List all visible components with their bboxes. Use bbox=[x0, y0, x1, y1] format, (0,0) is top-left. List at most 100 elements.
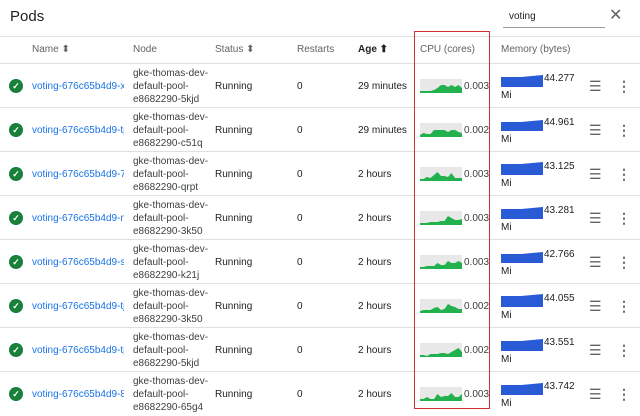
cpu-value: 0.003 bbox=[464, 256, 490, 268]
pod-age: 2 hours bbox=[358, 388, 392, 400]
table-row: ✓ voting-676c65b4d9-tj6 gke-thomas-dev-d… bbox=[0, 283, 640, 327]
pod-name-link[interactable]: voting-676c65b4d9-tj6 bbox=[32, 300, 124, 312]
close-icon[interactable]: ✕ bbox=[609, 7, 623, 24]
cpu-cell: 0.003 bbox=[420, 372, 489, 416]
restarts-count: 0 bbox=[297, 256, 303, 268]
memory-unit: Mi bbox=[501, 178, 512, 189]
memory-sparkline bbox=[501, 383, 543, 395]
cpu-sparkline bbox=[420, 167, 462, 181]
cpu-sparkline bbox=[420, 343, 462, 357]
memory-value: 44.055 bbox=[544, 293, 575, 304]
restarts-count: 0 bbox=[297, 388, 303, 400]
table-row: ✓ voting-676c65b4d9-tpr gke-thomas-dev-d… bbox=[0, 107, 640, 151]
memory-value: 42.766 bbox=[544, 249, 575, 260]
cpu-value: 0.003 bbox=[464, 388, 490, 400]
memory-sparkline bbox=[501, 75, 543, 87]
cpu-cell: 0.003 bbox=[420, 240, 489, 284]
memory-unit: Mi bbox=[501, 310, 512, 321]
column-header-name[interactable]: Name ⬍ bbox=[32, 44, 70, 55]
column-header-cpu: CPU (cores) bbox=[420, 44, 476, 55]
logs-icon[interactable]: ☰ bbox=[589, 385, 602, 402]
pod-age: 29 minutes bbox=[358, 124, 407, 136]
pod-age: 29 minutes bbox=[358, 80, 407, 92]
more-vert-icon[interactable]: ⋮ bbox=[617, 253, 631, 270]
pod-name-link[interactable]: voting-676c65b4d9-8f bbox=[32, 388, 124, 400]
memory-cell: 44.055 Mi bbox=[501, 284, 581, 328]
pod-status: Running bbox=[215, 168, 253, 180]
more-vert-icon[interactable]: ⋮ bbox=[617, 385, 631, 402]
pod-status: Running bbox=[215, 80, 253, 92]
restarts-count: 0 bbox=[297, 168, 303, 180]
memory-unit: Mi bbox=[501, 222, 512, 233]
column-header-status[interactable]: Status ⬍ bbox=[215, 44, 255, 55]
memory-sparkline bbox=[501, 120, 543, 131]
memory-sparkline bbox=[501, 294, 543, 307]
column-header-node: Node bbox=[133, 44, 157, 55]
more-vert-icon[interactable]: ⋮ bbox=[617, 165, 631, 182]
cpu-value: 0.003 bbox=[464, 168, 490, 180]
search-input[interactable] bbox=[503, 6, 605, 28]
memory-cell: 43.125 Mi bbox=[501, 152, 581, 196]
node-name: gke-thomas-dev-default-pool-e8682290-5kj… bbox=[133, 67, 209, 105]
memory-unit: Mi bbox=[501, 398, 512, 409]
logs-icon[interactable]: ☰ bbox=[589, 253, 602, 270]
status-ok-icon: ✓ bbox=[9, 372, 23, 416]
node-name: gke-thomas-dev-default-pool-e8682290-65g… bbox=[133, 375, 209, 413]
memory-cell: 43.551 Mi bbox=[501, 328, 581, 372]
cpu-value: 0.002 bbox=[464, 344, 490, 356]
status-ok-icon: ✓ bbox=[9, 64, 23, 108]
table-row: ✓ voting-676c65b4d9-nv gke-thomas-dev-de… bbox=[0, 195, 640, 239]
more-vert-icon[interactable]: ⋮ bbox=[617, 341, 631, 358]
pod-name-link[interactable]: voting-676c65b4d9-srl bbox=[32, 256, 124, 268]
node-name: gke-thomas-dev-default-pool-e8682290-3k5… bbox=[133, 199, 209, 237]
pod-age: 2 hours bbox=[358, 300, 392, 312]
pod-name-link[interactable]: voting-676c65b4d9-tpj bbox=[32, 344, 124, 356]
memory-value: 43.125 bbox=[544, 161, 575, 172]
node-name: gke-thomas-dev-default-pool-e8682290-qrp… bbox=[133, 155, 209, 193]
pod-name-link[interactable]: voting-676c65b4d9-nv bbox=[32, 212, 124, 224]
memory-unit: Mi bbox=[501, 354, 512, 365]
node-name: gke-thomas-dev-default-pool-e8682290-c51… bbox=[133, 111, 209, 149]
memory-cell: 43.742 Mi bbox=[501, 372, 581, 416]
pod-name-link[interactable]: voting-676c65b4d9-tpr bbox=[32, 124, 124, 136]
logs-icon[interactable]: ☰ bbox=[589, 77, 602, 94]
table-row: ✓ voting-676c65b4d9-xs gke-thomas-dev-de… bbox=[0, 63, 640, 107]
cpu-cell: 0.003 bbox=[420, 64, 489, 108]
memory-unit: Mi bbox=[501, 266, 512, 277]
pod-name-link[interactable]: voting-676c65b4d9-72 bbox=[32, 168, 124, 180]
logs-icon[interactable]: ☰ bbox=[589, 121, 602, 138]
table-row: ✓ voting-676c65b4d9-srl gke-thomas-dev-d… bbox=[0, 239, 640, 283]
cpu-value: 0.002 bbox=[464, 300, 490, 312]
column-header-age[interactable]: Age ⬆ bbox=[358, 44, 389, 55]
more-vert-icon[interactable]: ⋮ bbox=[617, 121, 631, 138]
logs-icon[interactable]: ☰ bbox=[589, 209, 602, 226]
memory-unit: Mi bbox=[501, 134, 512, 145]
pod-status: Running bbox=[215, 124, 253, 136]
pod-name-link[interactable]: voting-676c65b4d9-xs bbox=[32, 80, 124, 92]
cpu-value: 0.003 bbox=[464, 212, 490, 224]
memory-value: 44.961 bbox=[544, 117, 575, 128]
cpu-cell: 0.003 bbox=[420, 152, 489, 196]
cpu-cell: 0.002 bbox=[420, 284, 489, 328]
node-name: gke-thomas-dev-default-pool-e8682290-5kj… bbox=[133, 331, 209, 369]
memory-sparkline bbox=[501, 162, 543, 175]
more-vert-icon[interactable]: ⋮ bbox=[617, 77, 631, 94]
logs-icon[interactable]: ☰ bbox=[589, 165, 602, 182]
cpu-cell: 0.002 bbox=[420, 328, 489, 372]
more-vert-icon[interactable]: ⋮ bbox=[617, 297, 631, 314]
status-ok-icon: ✓ bbox=[9, 284, 23, 328]
page-title: Pods bbox=[10, 8, 45, 25]
status-ok-icon: ✓ bbox=[9, 108, 23, 152]
logs-icon[interactable]: ☰ bbox=[589, 297, 602, 314]
restarts-count: 0 bbox=[297, 344, 303, 356]
more-vert-icon[interactable]: ⋮ bbox=[617, 209, 631, 226]
pod-age: 2 hours bbox=[358, 212, 392, 224]
node-name: gke-thomas-dev-default-pool-e8682290-3k5… bbox=[133, 287, 209, 325]
logs-icon[interactable]: ☰ bbox=[589, 341, 602, 358]
restarts-count: 0 bbox=[297, 124, 303, 136]
column-header-restarts: Restarts bbox=[297, 44, 335, 55]
status-ok-icon: ✓ bbox=[9, 328, 23, 372]
memory-cell: 44.961 Mi bbox=[501, 108, 581, 152]
memory-sparkline bbox=[501, 339, 543, 351]
pod-age: 2 hours bbox=[358, 256, 392, 268]
